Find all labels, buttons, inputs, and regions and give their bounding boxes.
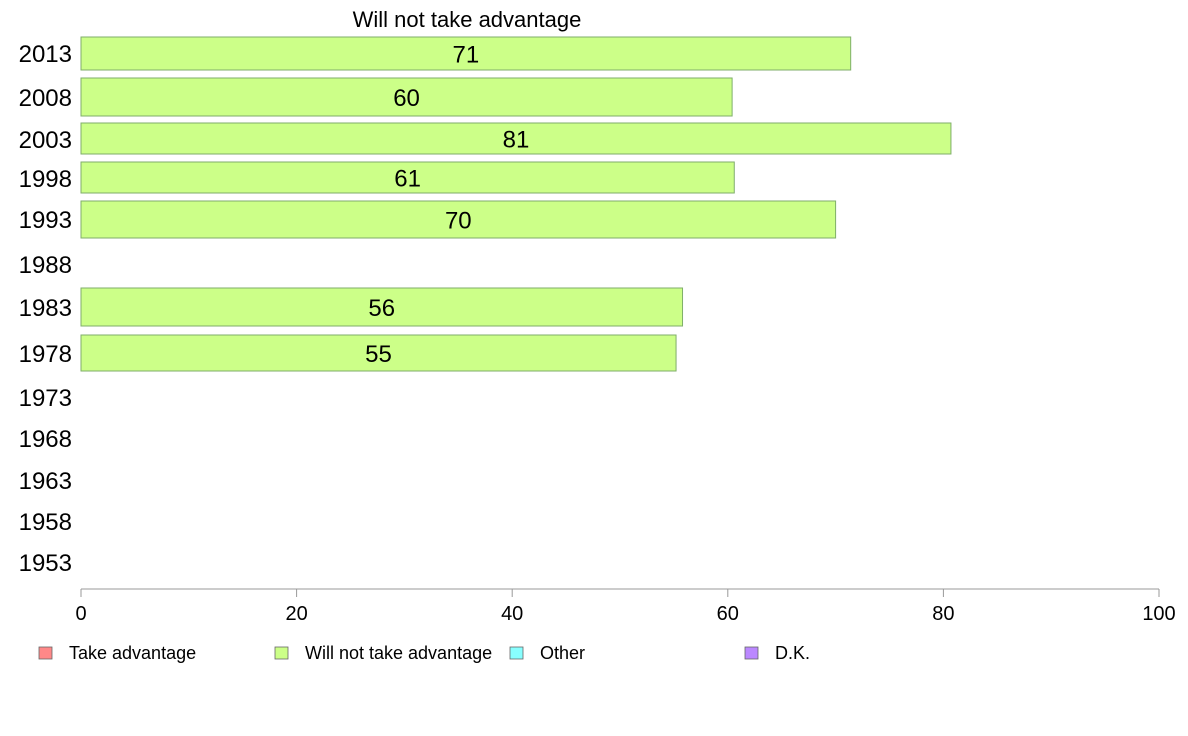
x-tick-label-60: 60 xyxy=(717,603,739,625)
x-tick-label-80: 80 xyxy=(932,603,954,625)
x-tick-label-40: 40 xyxy=(501,603,523,625)
bar-2008 xyxy=(80,77,733,117)
legend-swatch-take-advantage xyxy=(38,646,53,660)
bar-1983 xyxy=(80,287,684,327)
category-label-1993: 1993 xyxy=(19,207,72,234)
data-label-1983: 56 xyxy=(368,295,395,322)
category-label-2013: 2013 xyxy=(19,41,72,68)
legend-label-take-advantage: Take advantage xyxy=(69,643,196,663)
data-label-1993: 70 xyxy=(445,208,472,235)
legend-label-d-k: D.K. xyxy=(775,643,810,663)
legend-swatch-other xyxy=(509,646,524,660)
legend: Take advantage Will not take advantage Oth… xyxy=(38,643,810,663)
category-label-2003: 2003 xyxy=(19,127,72,154)
x-tick-label-20: 20 xyxy=(285,603,307,625)
x-tick-label-100: 100 xyxy=(1142,603,1175,625)
category-label-1998: 1998 xyxy=(19,166,72,193)
x-tick-label-0: 0 xyxy=(75,603,86,625)
data-labels: 71 60 81 61 70 56 55 xyxy=(365,42,529,369)
category-label-1978: 1978 xyxy=(19,341,72,368)
category-label-1983: 1983 xyxy=(19,295,72,322)
category-label-1973: 1973 xyxy=(19,385,72,412)
bar-1998 xyxy=(80,161,735,194)
bar-1978 xyxy=(80,334,677,372)
legend-swatch-d-k xyxy=(744,646,759,660)
x-axis: 0 20 40 60 80 100 xyxy=(75,588,1176,625)
bar-2013 xyxy=(80,36,852,71)
legend-swatch-will-not-take-advantage xyxy=(274,646,289,660)
chart-title: Will not take advantage xyxy=(353,7,582,32)
data-label-1978: 55 xyxy=(365,341,392,368)
bars-group xyxy=(80,36,952,372)
bar-1993 xyxy=(80,200,837,239)
category-labels: 2013 2008 2003 1998 1993 1988 1983 1978 1973 1968… xyxy=(19,41,72,577)
data-label-1998: 61 xyxy=(394,166,421,193)
data-label-2008: 60 xyxy=(393,85,420,112)
category-label-1988: 1988 xyxy=(19,252,72,279)
data-label-2013: 71 xyxy=(452,42,479,69)
category-label-1963: 1963 xyxy=(19,468,72,495)
category-label-2008: 2008 xyxy=(19,85,72,112)
legend-label-other: Other xyxy=(540,643,585,663)
category-label-1968: 1968 xyxy=(19,426,72,453)
legend-label-will-not-take-advantage: Will not take advantage xyxy=(305,643,492,663)
category-label-1953: 1953 xyxy=(19,550,72,577)
category-label-1958: 1958 xyxy=(19,509,72,536)
bar-2003 xyxy=(80,122,952,155)
data-label-2003: 81 xyxy=(503,127,530,154)
